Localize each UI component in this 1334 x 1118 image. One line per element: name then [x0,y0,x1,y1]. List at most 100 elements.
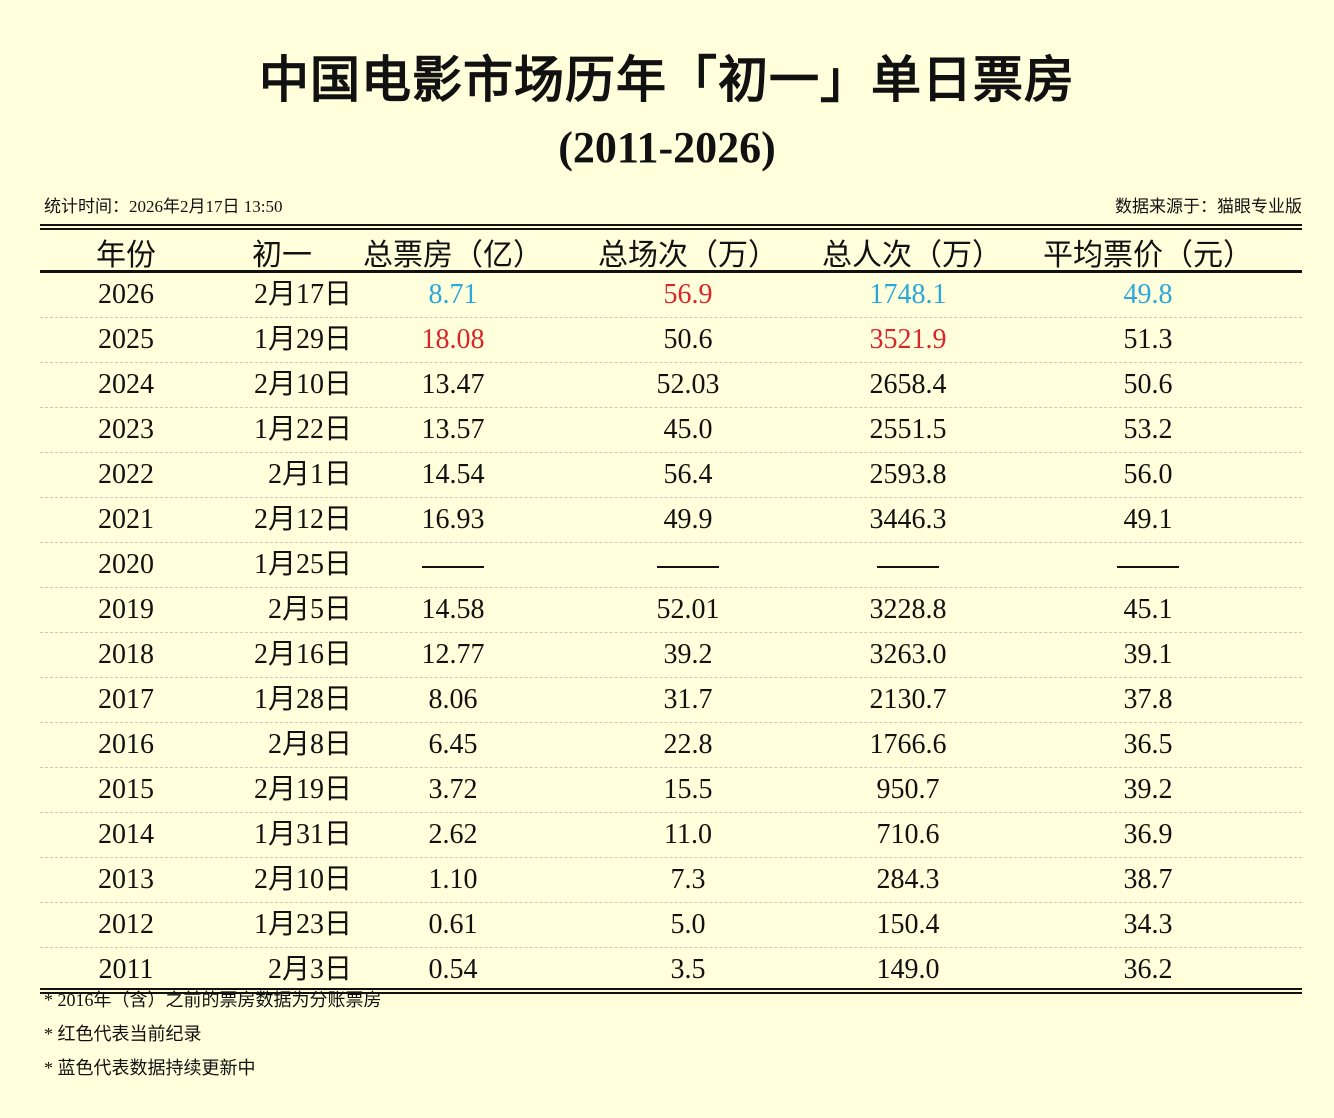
cell-admissions: 2658.4 [869,369,947,400]
cell-box-office: 3.72 [428,774,478,805]
cell-shows: 56.9 [663,279,713,310]
table-row: 2018 2月16日 12.77 39.2 3263.0 39.1 [40,633,1302,678]
cell-shows: 5.0 [670,909,706,940]
table-row: 2014 1月31日 2.62 11.0 710.6 36.9 [40,813,1302,858]
cell-admissions: 1748.1 [869,279,947,310]
table-row: 2017 1月28日 8.06 31.7 2130.7 37.8 [40,678,1302,723]
cell-admissions: 3263.0 [869,639,947,670]
cell-box-office: 13.47 [421,369,485,400]
cell-shows: 31.7 [663,684,713,715]
cell-avg-price: 49.1 [1123,504,1173,535]
cell-admissions: 710.6 [876,819,940,850]
cell-avg-price: 51.3 [1123,324,1173,355]
page-title: 中国电影市场历年「初一」单日票房 [259,52,1075,108]
cell-date: 1月25日 [253,549,352,580]
cell-box-office: 18.08 [421,324,485,355]
cell-avg-price: 53.2 [1123,414,1173,445]
cell-admissions [822,543,994,587]
header-year: 年份 [96,239,156,272]
cell-date: 2月8日 [267,729,352,760]
cell-date: 1月23日 [253,909,352,940]
cell-shows: 56.4 [663,459,713,490]
cell-avg-price: 39.1 [1123,639,1173,670]
cell-date: 2月19日 [253,774,352,805]
header-date: 初一 [252,239,312,272]
cell-admissions: 2551.5 [869,414,947,445]
cell-year: 2017 [98,684,154,715]
cell-box-office: 14.58 [421,594,485,625]
cell-shows: 15.5 [663,774,713,805]
cell-avg-price: 36.2 [1123,954,1173,985]
data-source: 数据来源于：猫眼专业版 [1115,197,1302,216]
cell-box-office: 16.93 [421,504,485,535]
cell-date: 2月16日 [253,639,352,670]
cell-year: 2018 [98,639,154,670]
cell-avg-price: 49.8 [1123,279,1173,310]
cell-shows: 39.2 [663,639,713,670]
cell-shows: 49.9 [663,504,713,535]
no-data-dash [422,565,484,568]
table-row: 2019 2月5日 14.58 52.01 3228.8 45.1 [40,588,1302,633]
cell-date: 2月10日 [253,864,352,895]
cell-avg-price: 50.6 [1123,369,1173,400]
cell-year: 2024 [98,369,154,400]
cell-box-office: 1.10 [428,864,478,895]
table-top-rule [40,224,1302,230]
cell-admissions: 3446.3 [869,504,947,535]
box-office-table: 年份 初一 总票房（亿） 总场次（万） 总人次（万） 平均票价（元） 2026 2… [40,224,1302,994]
no-data-dash [657,565,719,568]
cell-year: 2021 [98,504,154,535]
cell-admissions: 3521.9 [869,324,947,355]
cell-shows: 22.8 [663,729,713,760]
cell-box-office: 8.71 [428,279,478,310]
cell-avg-price: 36.9 [1123,819,1173,850]
cell-box-office: 12.77 [421,639,485,670]
cell-avg-price [994,543,1302,587]
cell-date: 2月10日 [253,369,352,400]
header-shows: 总场次（万） [598,239,778,272]
cell-box-office [352,543,554,587]
cell-date: 1月28日 [253,684,352,715]
footnote-split-box-office: * 2016年（含）之前的票房数据为分账票房 [44,990,382,1010]
cell-shows: 52.03 [656,369,720,400]
table-row: 2025 1月29日 18.08 50.6 3521.9 51.3 [40,318,1302,363]
cell-date: 2月5日 [267,594,352,625]
header-admissions: 总人次（万） [822,239,1002,272]
cell-admissions: 3228.8 [869,594,947,625]
footnote-red-legend: * 红色代表当前纪录 [44,1024,202,1044]
cell-year: 2020 [98,549,154,580]
cell-avg-price: 36.5 [1123,729,1173,760]
header-rule [40,270,1302,273]
cell-year: 2013 [98,864,154,895]
cell-shows: 11.0 [664,819,712,850]
cell-year: 2025 [98,324,154,355]
cell-avg-price: 34.3 [1123,909,1173,940]
no-data-dash [877,565,939,568]
cell-year: 2019 [98,594,154,625]
table-row: 2021 2月12日 16.93 49.9 3446.3 49.1 [40,498,1302,543]
table-bottom-rule [40,988,1302,994]
table-row: 2022 2月1日 14.54 56.4 2593.8 56.0 [40,453,1302,498]
cell-date: 1月22日 [253,414,352,445]
cell-avg-price: 37.8 [1123,684,1173,715]
table-row: 2015 2月19日 3.72 15.5 950.7 39.2 [40,768,1302,813]
cell-box-office: 14.54 [421,459,485,490]
cell-avg-price: 56.0 [1123,459,1173,490]
header-avg-price: 平均票价（元） [1043,239,1253,272]
cell-date: 2月3日 [267,954,352,985]
cell-year: 2022 [98,459,154,490]
table-row: 2026 2月17日 8.71 56.9 1748.1 49.8 [40,273,1302,318]
cell-box-office: 0.54 [428,954,478,985]
cell-admissions: 284.3 [876,864,940,895]
cell-admissions: 2130.7 [869,684,947,715]
cell-year: 2026 [98,279,154,310]
cell-year: 2014 [98,819,154,850]
cell-admissions: 150.4 [876,909,940,940]
cell-box-office: 6.45 [428,729,478,760]
table-row: 2016 2月8日 6.45 22.8 1766.6 36.5 [40,723,1302,768]
cell-year: 2023 [98,414,154,445]
cell-admissions: 2593.8 [869,459,947,490]
cell-date: 2月12日 [253,504,352,535]
table-row: 2011 2月3日 0.54 3.5 149.0 36.2 [40,948,1302,988]
page-subtitle: (2011-2026) [558,123,776,172]
